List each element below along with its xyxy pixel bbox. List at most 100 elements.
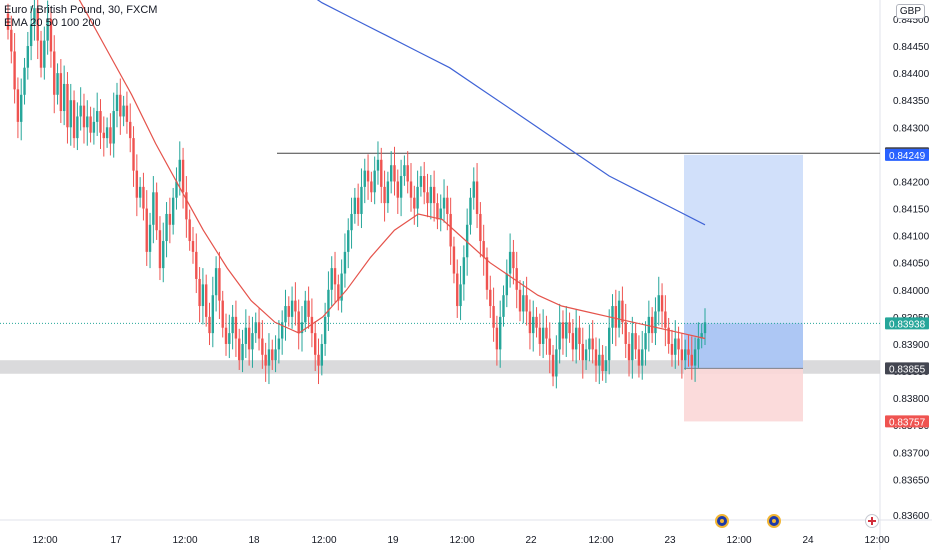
candle-body <box>112 111 115 144</box>
candle-body <box>218 268 221 301</box>
candle-body <box>419 176 423 187</box>
price-tick-label: 0.84100 <box>893 232 930 243</box>
time-tick-label: 12:00 <box>172 535 197 546</box>
candle-body <box>238 338 241 361</box>
candle-body <box>152 192 155 225</box>
candle-body <box>393 165 396 182</box>
candle-body <box>76 116 79 139</box>
time-tick-label: 12:00 <box>32 535 57 546</box>
candle-body <box>555 349 558 377</box>
candle-body <box>198 278 201 307</box>
candle-body <box>195 251 198 279</box>
candle-body <box>561 322 565 339</box>
candle-body <box>621 300 624 323</box>
candle-body <box>208 316 211 334</box>
candle-body <box>23 67 26 95</box>
candle-body <box>627 343 631 361</box>
candle-body <box>512 251 515 269</box>
candle-body <box>683 349 687 361</box>
currency-tag[interactable]: GBP <box>895 4 925 19</box>
candle-body <box>264 354 267 366</box>
candle-body <box>214 268 218 296</box>
candle-body <box>680 349 684 361</box>
candle-body <box>383 186 386 204</box>
candle-body <box>347 230 350 252</box>
candle-body <box>498 316 502 350</box>
ema-fast-line <box>78 0 706 340</box>
candle-body <box>294 300 297 312</box>
chart-legend: Euro / British Pound, 30, FXCM EMA 20 50… <box>4 4 157 30</box>
candle-body <box>650 316 654 334</box>
candle-body <box>323 316 327 344</box>
candle-body <box>604 360 608 372</box>
candle-body <box>317 354 320 366</box>
candle-body <box>697 338 700 350</box>
candle-body <box>429 186 433 204</box>
candle-body <box>109 127 112 144</box>
candle-body <box>175 181 178 198</box>
candle-body <box>703 322 707 334</box>
candle-body <box>631 333 634 361</box>
candle-body <box>79 105 82 117</box>
candle-body <box>518 289 522 312</box>
candle-body <box>624 322 627 344</box>
price-tick-label: 0.84000 <box>893 286 930 297</box>
gbp-flag-icon[interactable] <box>865 514 879 528</box>
candle-body <box>456 273 459 307</box>
candle-body <box>505 273 509 296</box>
candle-body <box>337 284 340 301</box>
candle-body <box>271 349 274 361</box>
candle-body <box>700 333 703 339</box>
candle-body <box>115 94 119 112</box>
candle-body <box>95 111 99 122</box>
eur-flag-icon[interactable] <box>715 514 729 528</box>
candle-body <box>403 165 406 177</box>
candle-body <box>413 197 416 209</box>
time-tick-label: 18 <box>248 535 260 546</box>
price-label: 0.84249 <box>889 151 926 162</box>
candle-body <box>360 186 363 214</box>
candle-body <box>482 241 485 258</box>
candle-body <box>598 354 601 366</box>
candle-body <box>489 289 492 307</box>
candle-body <box>690 354 693 366</box>
candle-body <box>446 197 449 214</box>
candle-body <box>125 105 129 122</box>
candle-body <box>267 349 271 366</box>
candle-body <box>591 338 594 350</box>
price-tick-label: 0.83700 <box>893 448 930 459</box>
candle-body <box>492 306 495 328</box>
price-tick-label: 0.83800 <box>893 394 930 405</box>
price-label: 0.83757 <box>889 417 926 428</box>
candle-body <box>594 349 598 366</box>
candle-body <box>304 300 307 323</box>
candle-body <box>148 224 152 252</box>
candle-body <box>287 306 290 317</box>
price-tick-label: 0.84500 <box>893 15 930 26</box>
candle-body <box>432 186 436 204</box>
candle-body <box>670 343 674 355</box>
candle-body <box>370 181 373 193</box>
candle-body <box>99 111 102 133</box>
price-tick-label: 0.84300 <box>893 123 930 134</box>
price-tick-label: 0.83600 <box>893 511 930 522</box>
time-tick-label: 12:00 <box>449 535 474 546</box>
candle-body <box>145 208 148 252</box>
candle-body <box>502 295 505 317</box>
candle-body <box>551 354 555 377</box>
candle-body <box>307 300 310 317</box>
candle-body <box>92 121 96 133</box>
candle-body <box>251 333 254 350</box>
candle-body <box>185 192 188 220</box>
price-tick-label: 0.84150 <box>893 205 930 216</box>
candle-body <box>571 333 575 350</box>
candle-body <box>290 300 294 317</box>
candle-body <box>10 29 13 52</box>
candle-body <box>426 192 429 204</box>
candle-body <box>142 186 145 209</box>
price-tick-label: 0.84350 <box>893 96 930 107</box>
candle-body <box>475 181 479 214</box>
eur-flag-icon[interactable] <box>767 514 781 528</box>
